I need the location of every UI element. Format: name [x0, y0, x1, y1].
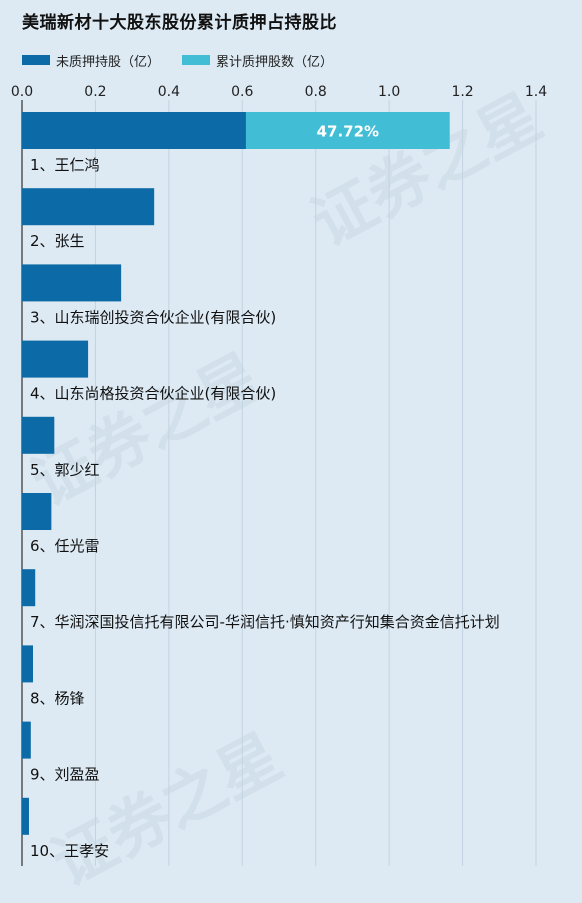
category-label: 8、杨锋: [30, 689, 85, 707]
x-tick-label: 1.2: [451, 84, 473, 100]
pledge-ratio-label: 47.72%: [317, 123, 379, 141]
category-label: 7、华润深国投信托有限公司-华润信托·慎知资产行知集合资金信托计划: [30, 613, 500, 631]
legend-label-unpledged: 未质押持股（亿）: [56, 54, 161, 70]
category-label: 5、郭少红: [30, 461, 100, 479]
legend-swatch-pledged: [182, 55, 211, 65]
x-tick-label: 0.2: [84, 84, 106, 100]
bar-unpledged: [22, 797, 29, 835]
category-label: 2、张生: [30, 232, 85, 250]
legend-item-pledged: 累计质押股数（亿）: [182, 51, 333, 70]
x-tick-label: 0.8: [305, 84, 327, 100]
bar-unpledged: [22, 569, 36, 607]
x-tick-label: 0.6: [231, 84, 253, 100]
bar-unpledged: [22, 645, 34, 683]
x-tick-label: 0.4: [158, 84, 180, 100]
legend-swatch-unpledged: [22, 55, 50, 65]
x-tick-label: 0.0: [11, 84, 33, 100]
category-label: 6、任光雷: [30, 537, 100, 555]
bar-unpledged: [22, 340, 89, 378]
category-label: 3、山东瑞创投资合伙企业(有限合伙): [30, 308, 276, 326]
bar-unpledged: [22, 721, 31, 759]
legend-label-pledged: 累计质押股数（亿）: [216, 54, 334, 70]
category-label: 4、山东尚格投资合伙企业(有限合伙): [30, 385, 276, 403]
bar-unpledged: [22, 264, 122, 302]
bar-pledged: [245, 112, 450, 149]
bar-unpledged: [22, 188, 155, 226]
x-tick-label: 1.0: [378, 84, 400, 100]
bar-unpledged: [22, 416, 55, 454]
category-label: 9、刘盈盈: [30, 766, 100, 784]
chart-title: 美瑞新材十大股东股份累计质押占持股比: [22, 13, 337, 33]
bar-chart: 0.0 0.2 0.4 0.6 0.8 1.0 1.2 1.4 47.72% 1、王仁鸿 2、张生 3…: [11, 84, 547, 866]
category-label: 1、王仁鸿: [30, 156, 100, 174]
category-label: 10、王孝安: [30, 842, 109, 860]
legend: 未质押持股（亿） 累计质押股数（亿）: [22, 51, 355, 70]
bar-unpledged: [22, 493, 52, 530]
legend-item-unpledged: 未质押持股（亿）: [22, 51, 160, 70]
x-tick-label: 1.4: [525, 84, 547, 100]
bar-unpledged: [22, 112, 246, 149]
